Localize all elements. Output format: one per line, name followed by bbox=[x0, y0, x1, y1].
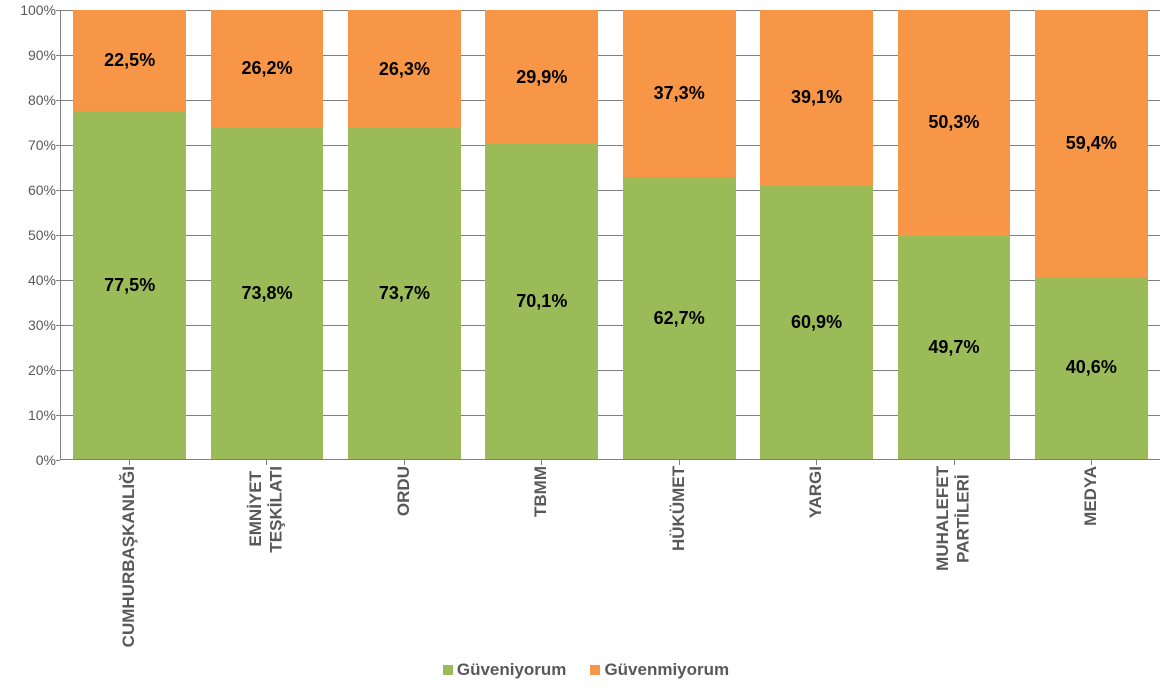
y-tick-label: 80% bbox=[6, 92, 56, 108]
y-tick-label: 90% bbox=[6, 47, 56, 63]
y-tick-label: 60% bbox=[6, 182, 56, 198]
x-tick-mark bbox=[816, 460, 817, 465]
bar-segment-trust: 49,7% bbox=[898, 236, 1011, 459]
bar-segment-distrust: 50,3% bbox=[898, 10, 1011, 236]
legend-swatch-trust bbox=[443, 665, 453, 675]
legend-swatch-distrust bbox=[590, 665, 600, 675]
legend: Güveniyorum Güvenmiyorum bbox=[0, 660, 1172, 680]
x-label-slot: CUMHURBAŞKANLIĞI bbox=[60, 466, 198, 646]
data-label: 22,5% bbox=[104, 50, 155, 71]
data-label: 77,5% bbox=[104, 275, 155, 296]
bar-slot: 73,7% 26,3% bbox=[336, 10, 473, 459]
x-label-slot: ORDU bbox=[335, 466, 473, 646]
x-tick-mark bbox=[266, 460, 267, 465]
legend-label-distrust: Güvenmiyorum bbox=[604, 660, 729, 680]
x-tick-mark bbox=[404, 460, 405, 465]
category-label: CUMHURBAŞKANLIĞI bbox=[119, 466, 139, 647]
x-axis-labels: CUMHURBAŞKANLIĞI EMNİYET TEŞKİLATI ORDU TBM… bbox=[60, 466, 1160, 646]
data-label: 73,7% bbox=[379, 283, 430, 304]
y-tick-label: 50% bbox=[6, 227, 56, 243]
data-label: 73,8% bbox=[242, 283, 293, 304]
category-label: YARGI bbox=[806, 466, 826, 518]
legend-item-distrust: Güvenmiyorum bbox=[590, 660, 729, 680]
category-label: EMNİYET TEŞKİLATI bbox=[246, 466, 287, 553]
stacked-bar-chart: 0% 10% 20% 30% 40% 50% 60% 70% 80% 90% 100% 77,5% 2… bbox=[0, 0, 1172, 700]
bar-slot: 49,7% 50,3% bbox=[885, 10, 1022, 459]
y-tick-label: 20% bbox=[6, 362, 56, 378]
category-label: HÜKÜMET bbox=[669, 466, 689, 551]
bar-segment-distrust: 39,1% bbox=[760, 10, 873, 186]
bar-segment-trust: 40,6% bbox=[1035, 277, 1148, 459]
bar-segment-distrust: 37,3% bbox=[623, 10, 736, 177]
data-label: 49,7% bbox=[928, 337, 979, 358]
data-label: 39,1% bbox=[791, 87, 842, 108]
legend-item-trust: Güveniyorum bbox=[443, 660, 567, 680]
x-label-slot: MUHALEFET PARTİLERİ bbox=[885, 466, 1023, 646]
bar-slot: 60,9% 39,1% bbox=[748, 10, 885, 459]
bars: 77,5% 22,5% 73,8% 26,2% 73,7% 26,3% 70,1% 29,9%… bbox=[61, 10, 1160, 459]
data-label: 59,4% bbox=[1066, 133, 1117, 154]
bar-segment-distrust: 59,4% bbox=[1035, 10, 1148, 277]
bar-segment-distrust: 22,5% bbox=[73, 10, 186, 111]
data-label: 50,3% bbox=[928, 112, 979, 133]
bar: 73,7% 26,3% bbox=[348, 10, 461, 459]
category-label: MEDYA bbox=[1081, 466, 1101, 526]
category-label: TBMM bbox=[531, 466, 551, 517]
bar-segment-trust: 73,7% bbox=[348, 128, 461, 459]
data-label: 29,9% bbox=[516, 67, 567, 88]
bar-segment-trust: 73,8% bbox=[211, 128, 324, 459]
x-tick-mark bbox=[129, 460, 130, 465]
bar: 49,7% 50,3% bbox=[898, 10, 1011, 459]
x-tick-mark bbox=[541, 460, 542, 465]
y-tick-label: 100% bbox=[6, 2, 56, 18]
bar-segment-trust: 77,5% bbox=[73, 111, 186, 459]
y-tick-label: 30% bbox=[6, 317, 56, 333]
y-tick-label: 70% bbox=[6, 137, 56, 153]
legend-label-trust: Güveniyorum bbox=[457, 660, 567, 680]
x-label-slot: TBMM bbox=[473, 466, 611, 646]
bar-segment-distrust: 26,2% bbox=[211, 10, 324, 128]
bar-segment-trust: 60,9% bbox=[760, 186, 873, 459]
bar: 70,1% 29,9% bbox=[485, 10, 598, 459]
category-label: ORDU bbox=[394, 466, 414, 516]
bar-segment-trust: 70,1% bbox=[485, 144, 598, 459]
bar: 60,9% 39,1% bbox=[760, 10, 873, 459]
x-tick-mark bbox=[954, 460, 955, 465]
data-label: 37,3% bbox=[654, 83, 705, 104]
bar-slot: 40,6% 59,4% bbox=[1023, 10, 1160, 459]
bar: 62,7% 37,3% bbox=[623, 10, 736, 459]
y-tick-label: 40% bbox=[6, 272, 56, 288]
plot-area: 77,5% 22,5% 73,8% 26,2% 73,7% 26,3% 70,1% 29,9%… bbox=[60, 10, 1160, 460]
x-tick-mark bbox=[1091, 460, 1092, 465]
x-label-slot: HÜKÜMET bbox=[610, 466, 748, 646]
bar: 77,5% 22,5% bbox=[73, 10, 186, 459]
bar: 40,6% 59,4% bbox=[1035, 10, 1148, 459]
category-label: MUHALEFET PARTİLERİ bbox=[933, 466, 974, 571]
bar-segment-trust: 62,7% bbox=[623, 177, 736, 459]
bar: 73,8% 26,2% bbox=[211, 10, 324, 459]
x-label-slot: MEDYA bbox=[1023, 466, 1161, 646]
bar-segment-distrust: 26,3% bbox=[348, 10, 461, 128]
x-label-slot: EMNİYET TEŞKİLATI bbox=[198, 466, 336, 646]
y-tick-label: 10% bbox=[6, 407, 56, 423]
x-label-slot: YARGI bbox=[748, 466, 886, 646]
bar-slot: 73,8% 26,2% bbox=[198, 10, 335, 459]
data-label: 70,1% bbox=[516, 291, 567, 312]
data-label: 40,6% bbox=[1066, 357, 1117, 378]
data-label: 26,2% bbox=[242, 58, 293, 79]
bar-slot: 77,5% 22,5% bbox=[61, 10, 198, 459]
y-tick-label: 0% bbox=[6, 452, 56, 468]
x-tick-mark bbox=[679, 460, 680, 465]
y-tick-mark bbox=[56, 460, 60, 461]
data-label: 26,3% bbox=[379, 59, 430, 80]
data-label: 60,9% bbox=[791, 312, 842, 333]
bar-segment-distrust: 29,9% bbox=[485, 10, 598, 144]
bar-slot: 70,1% 29,9% bbox=[473, 10, 610, 459]
bar-slot: 62,7% 37,3% bbox=[611, 10, 748, 459]
data-label: 62,7% bbox=[654, 308, 705, 329]
